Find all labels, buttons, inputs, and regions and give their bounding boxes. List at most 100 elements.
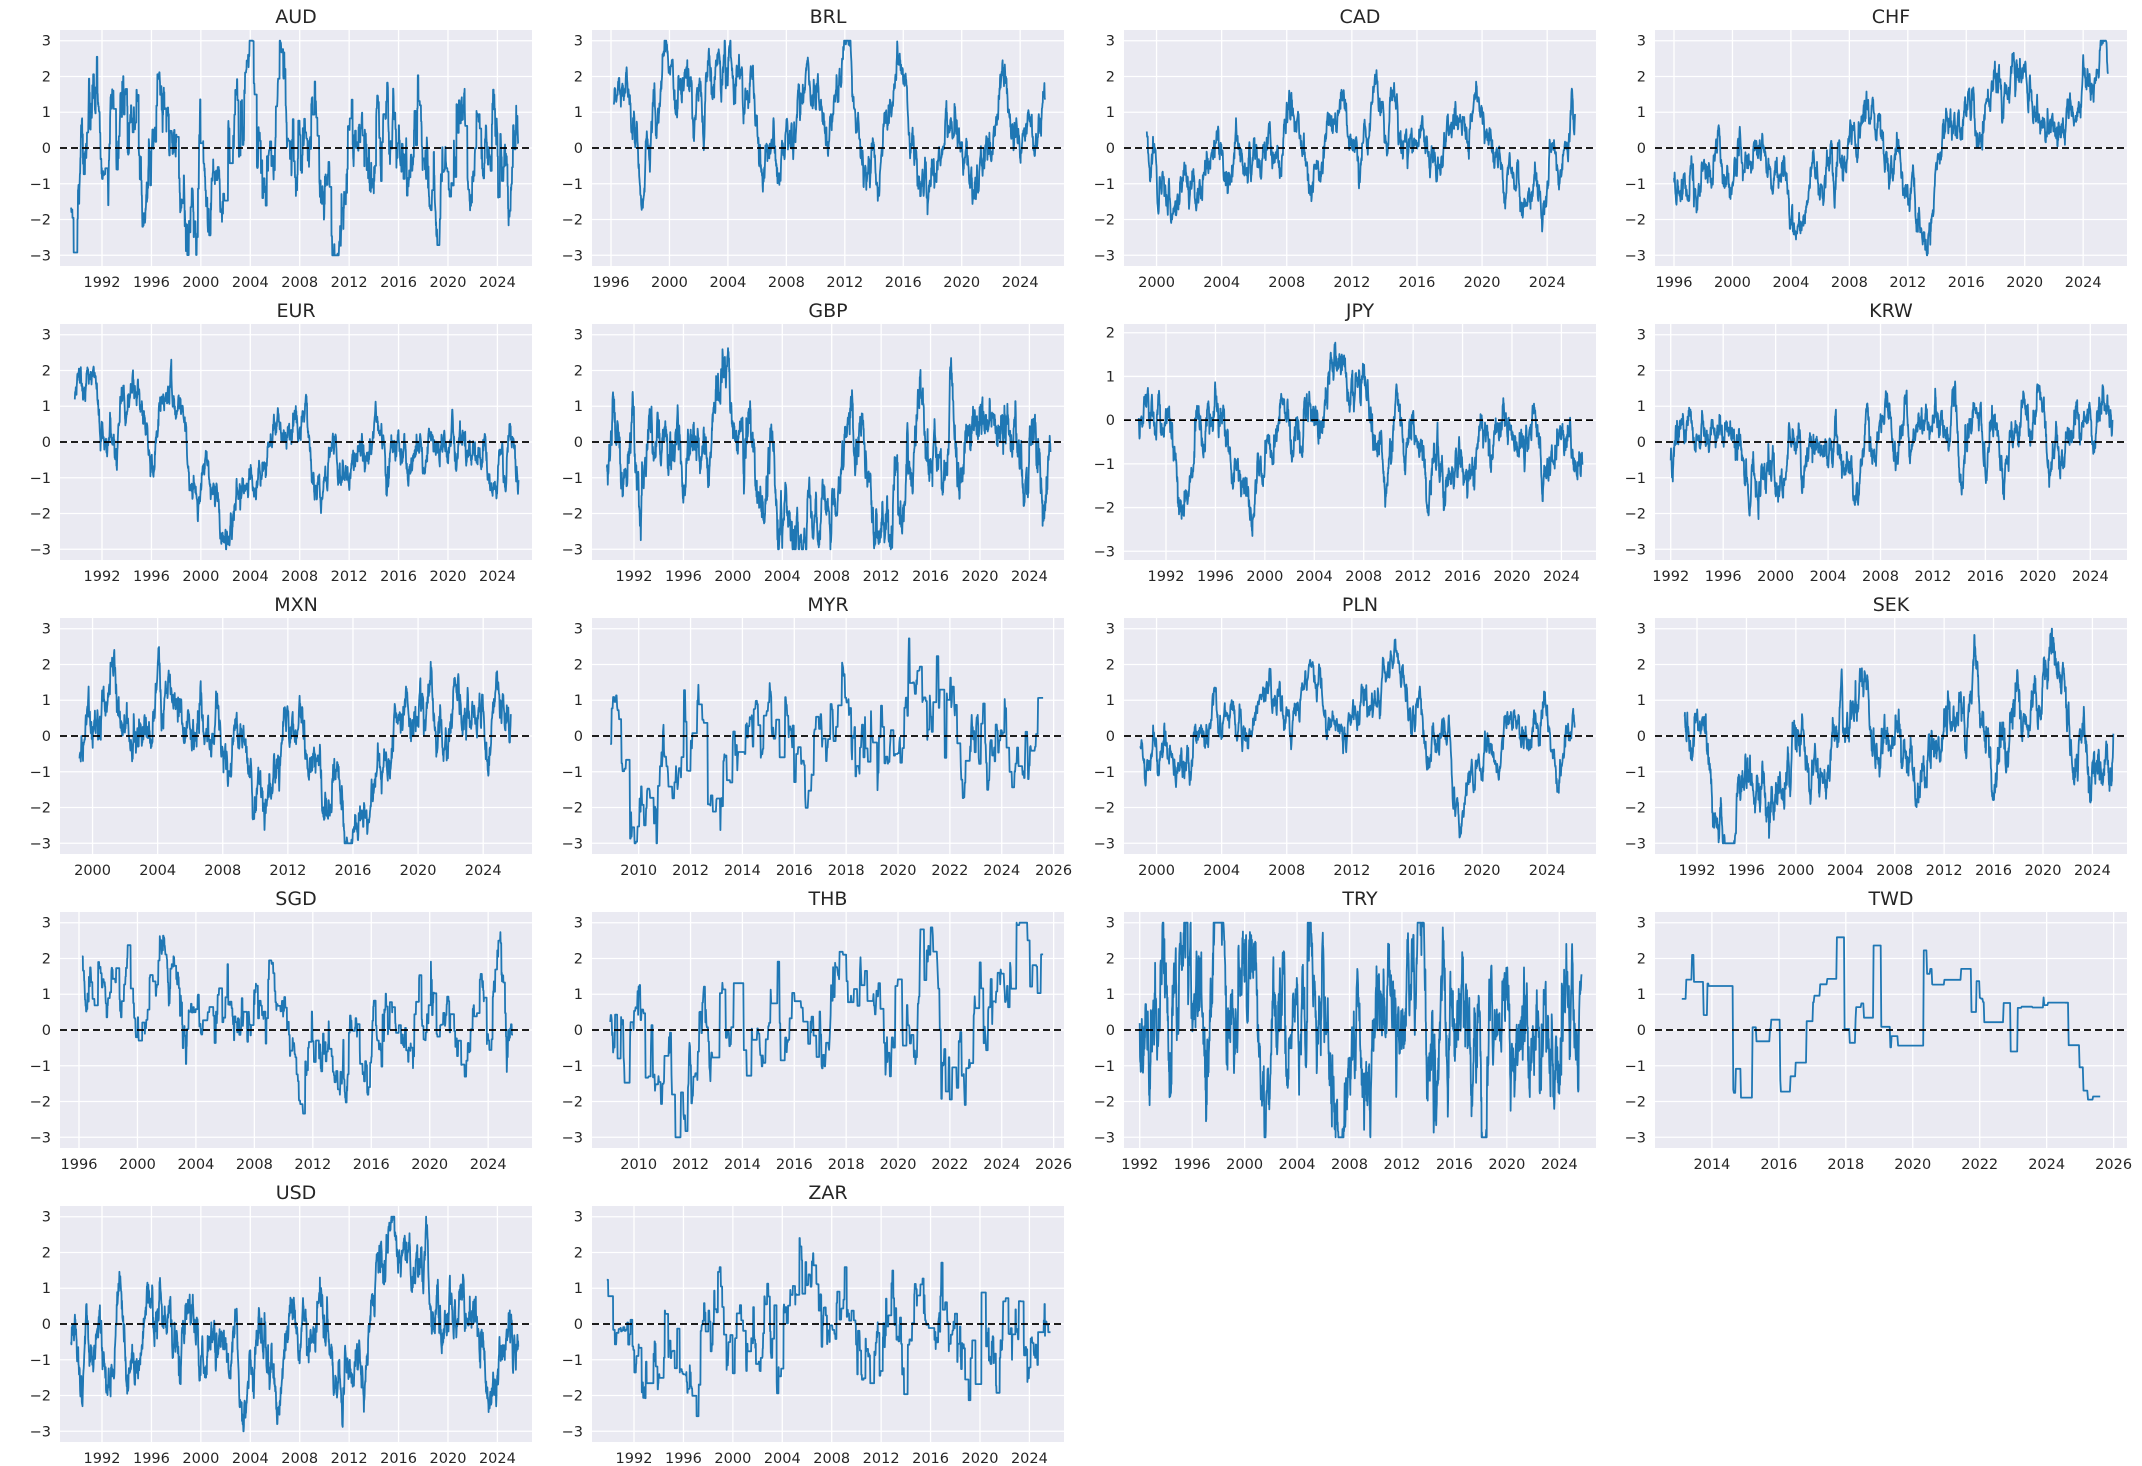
x-tick-label: 2000 <box>1777 863 1814 879</box>
x-tick-label: 2012 <box>1333 275 1370 291</box>
x-tick-label: 2008 <box>236 1157 273 1173</box>
panel-krw: 1992 1996 2000 2004 2008 2012 2016 2020 2024 −3 −2… <box>1625 300 2127 585</box>
x-tick-label: 1996 <box>665 1451 702 1466</box>
series-line-eur <box>73 358 520 551</box>
y-tick-label: −3 <box>1625 1130 1646 1146</box>
y-tick-label: 1 <box>574 987 583 1003</box>
x-tick-label: 2024 <box>1011 569 1048 585</box>
y-tick-label: 3 <box>42 916 51 932</box>
x-tick-label: 2000 <box>1246 569 1283 585</box>
x-tick-label: 2016 <box>1444 569 1481 585</box>
x-tick-label: 2012 <box>1384 1157 1421 1173</box>
x-tick-label: 2024 <box>479 275 516 291</box>
y-tick-label: 3 <box>42 34 51 50</box>
x-tick-label: 2000 <box>1138 863 1175 879</box>
y-tick-label: 1 <box>42 987 51 1003</box>
x-tick-label: 2016 <box>912 569 949 585</box>
x-tick-label: 2012 <box>1889 275 1926 291</box>
x-tick-label: 1996 <box>1174 1157 1211 1173</box>
y-tick-label: 2 <box>42 1245 51 1261</box>
y-tick-label: −1 <box>30 765 51 781</box>
x-tick-label: 1996 <box>665 569 702 585</box>
y-tick-label: 1 <box>1637 987 1646 1003</box>
panel-brl: 1996 2000 2004 2008 2012 2016 2020 2024 −3 −2 −1 0 1… <box>562 6 1064 291</box>
x-tick-label: 2010 <box>620 1157 657 1173</box>
y-tick-label: 0 <box>574 435 583 451</box>
x-tick-label: 2000 <box>1714 275 1751 291</box>
panel-title: GBP <box>808 300 847 322</box>
x-tick-label: 2008 <box>768 275 805 291</box>
y-tick-label: 0 <box>42 141 51 157</box>
y-tick-label: 1 <box>1637 105 1646 121</box>
x-tick-label: 2016 <box>1967 569 2004 585</box>
x-tick-label: 2016 <box>1436 1157 1473 1173</box>
x-tick-label: 2000 <box>1138 275 1175 291</box>
y-tick-label: −2 <box>562 801 583 817</box>
y-tick-label: 3 <box>1106 34 1115 50</box>
panel-chf: 1996 2000 2004 2008 2012 2016 2020 2024 −3 −2 −1 0 1… <box>1625 6 2127 291</box>
y-tick-label: −2 <box>1625 801 1646 817</box>
x-tick-label: 2004 <box>1203 863 1240 879</box>
y-tick-label: 0 <box>574 141 583 157</box>
x-tick-label: 2008 <box>1268 863 1305 879</box>
x-tick-label: 2008 <box>204 863 241 879</box>
series-line-sek <box>1683 627 2115 845</box>
y-tick-label: 0 <box>1106 1023 1115 1039</box>
y-tick-label: −3 <box>1625 542 1646 558</box>
y-tick-label: 1 <box>42 1281 51 1297</box>
y-tick-label: 2 <box>1637 951 1646 967</box>
x-tick-label: 1992 <box>616 569 653 585</box>
y-tick-label: −3 <box>1094 836 1115 852</box>
x-tick-label: 2020 <box>1894 1157 1931 1173</box>
y-tick-label: −2 <box>562 1095 583 1111</box>
panel-title: JPY <box>1345 300 1375 322</box>
x-tick-label: 2024 <box>983 863 1020 879</box>
panel-cad: 2000 2004 2008 2012 2016 2020 2024 −3 −2 −1 0 1 2 3 CA… <box>1094 6 1596 291</box>
x-tick-label: 1996 <box>61 1157 98 1173</box>
panel-aud: 1992 1996 2000 2004 2008 2012 2016 2020 2024 −3 −2… <box>30 6 532 291</box>
y-tick-label: 1 <box>42 693 51 709</box>
panel-jpy: 1992 1996 2000 2004 2008 2012 2016 2020 2024 −3 −2… <box>1094 300 1596 585</box>
x-tick-label: 2024 <box>1529 863 1566 879</box>
x-tick-label: 2020 <box>1494 569 1531 585</box>
panel-mxn: 2000 2004 2008 2012 2016 2020 2024 −3 −2 −1 0 1 2 3 MX… <box>30 594 532 879</box>
x-tick-label: 2012 <box>826 275 863 291</box>
x-tick-label: 2020 <box>430 569 467 585</box>
x-tick-label: 2024 <box>2074 863 2111 879</box>
y-tick-label: 3 <box>574 622 583 638</box>
y-tick-label: −2 <box>1625 507 1646 523</box>
x-tick-label: 1992 <box>84 275 121 291</box>
y-tick-label: 2 <box>1637 657 1646 673</box>
y-tick-label: 2 <box>42 951 51 967</box>
panel-title: MXN <box>274 594 318 616</box>
y-tick-label: 0 <box>1637 141 1646 157</box>
series-line-sgd <box>81 931 514 1115</box>
panel-usd: 1992 1996 2000 2004 2008 2012 2016 2020 2024 −3 −2… <box>30 1182 532 1466</box>
panel-title: ZAR <box>808 1182 847 1204</box>
x-tick-label: 2020 <box>962 1451 999 1466</box>
y-tick-label: −2 <box>30 213 51 229</box>
y-tick-label: 1 <box>574 693 583 709</box>
x-tick-label: 2016 <box>353 1157 390 1173</box>
x-tick-label: 2024 <box>1529 275 1566 291</box>
x-tick-label: 2020 <box>1464 275 1501 291</box>
y-tick-label: −1 <box>562 471 583 487</box>
x-tick-label: 2016 <box>1399 863 1436 879</box>
panel-eur: 1992 1996 2000 2004 2008 2012 2016 2020 2024 −3 −2… <box>30 300 532 585</box>
x-tick-label: 2024 <box>2065 275 2102 291</box>
x-tick-label: 2008 <box>813 1451 850 1466</box>
y-tick-label: −2 <box>1625 213 1646 229</box>
y-tick-label: −1 <box>1094 765 1115 781</box>
x-tick-label: 2008 <box>1331 1157 1368 1173</box>
panel-title: TWD <box>1867 888 1913 910</box>
x-tick-label: 2014 <box>724 863 761 879</box>
panel-thb: 2010 2012 2014 2016 2018 2020 2022 2024 2026 −3 −2… <box>562 888 1072 1173</box>
x-tick-label: 2004 <box>232 1451 269 1466</box>
x-tick-label: 2020 <box>943 275 980 291</box>
series-line-thb <box>609 921 1044 1139</box>
x-tick-label: 1992 <box>84 1451 121 1466</box>
y-tick-label: −1 <box>30 1059 51 1075</box>
series-line-brl <box>613 39 1046 216</box>
x-tick-label: 2014 <box>724 1157 761 1173</box>
panel-pln: 2000 2004 2008 2012 2016 2020 2024 −3 −2 −1 0 1 2 3 PL… <box>1094 594 1596 879</box>
